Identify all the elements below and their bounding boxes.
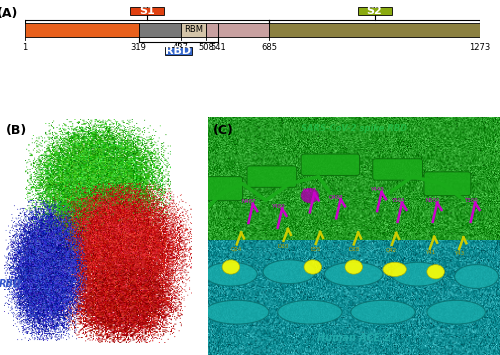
FancyBboxPatch shape	[165, 47, 192, 55]
FancyBboxPatch shape	[373, 159, 422, 180]
Text: RBD: RBD	[0, 279, 22, 289]
FancyBboxPatch shape	[301, 154, 360, 175]
Bar	[138, 23, 181, 37]
Ellipse shape	[204, 262, 257, 286]
Text: Y41: Y41	[424, 250, 435, 255]
Ellipse shape	[427, 264, 444, 279]
Text: SARS-CoV-2 spike RBD: SARS-CoV-2 spike RBD	[300, 124, 407, 133]
Text: S1: S1	[140, 6, 155, 16]
Ellipse shape	[392, 262, 444, 286]
Ellipse shape	[204, 300, 269, 324]
Text: D38: D38	[348, 247, 360, 252]
Text: (B): (B)	[6, 124, 28, 137]
Text: T500: T500	[464, 198, 477, 203]
Text: RBD: RBD	[166, 46, 192, 56]
FancyBboxPatch shape	[130, 7, 164, 15]
Text: (A): (A)	[0, 7, 18, 20]
Text: N487: N487	[241, 199, 256, 204]
Ellipse shape	[263, 260, 316, 284]
Text: 508: 508	[198, 43, 214, 52]
FancyBboxPatch shape	[358, 7, 392, 15]
Text: Y489: Y489	[271, 204, 284, 209]
FancyBboxPatch shape	[424, 172, 471, 196]
Text: Q24: Q24	[231, 247, 242, 252]
Bar	[270, 23, 480, 37]
FancyBboxPatch shape	[247, 166, 296, 187]
FancyBboxPatch shape	[202, 177, 242, 200]
Text: 541: 541	[210, 43, 226, 52]
Text: 1: 1	[22, 43, 28, 52]
Ellipse shape	[454, 264, 498, 288]
Text: Y43: Y43	[454, 251, 464, 256]
Text: S2: S2	[366, 6, 382, 16]
Ellipse shape	[304, 260, 322, 274]
Text: (C): (C)	[214, 124, 234, 137]
Text: N501: N501	[426, 198, 440, 203]
Text: 1273: 1273	[469, 43, 490, 52]
Ellipse shape	[383, 262, 406, 277]
Ellipse shape	[278, 300, 342, 324]
Text: S1: S1	[134, 260, 148, 269]
Ellipse shape	[345, 260, 362, 274]
Bar	[25, 23, 138, 37]
Bar	[218, 23, 270, 37]
Bar	[206, 23, 218, 37]
Bar	[181, 23, 206, 37]
Text: Q42: Q42	[386, 247, 398, 252]
Text: Y505: Y505	[391, 198, 404, 203]
Text: S2: S2	[56, 203, 69, 213]
Text: 319: 319	[130, 43, 146, 52]
Text: D30: D30	[278, 244, 289, 249]
Text: E35: E35	[310, 247, 321, 252]
Text: Y449: Y449	[370, 187, 384, 192]
Ellipse shape	[324, 262, 383, 286]
Text: 685: 685	[262, 43, 278, 52]
Ellipse shape	[427, 300, 486, 324]
Text: Human ACE 2: Human ACE 2	[317, 333, 390, 343]
Ellipse shape	[301, 189, 318, 203]
Text: Q493: Q493	[329, 194, 344, 199]
Text: K417: K417	[303, 188, 317, 193]
Ellipse shape	[222, 260, 240, 274]
Ellipse shape	[351, 300, 415, 324]
Text: RBM: RBM	[184, 25, 203, 34]
Text: 437: 437	[173, 43, 189, 52]
